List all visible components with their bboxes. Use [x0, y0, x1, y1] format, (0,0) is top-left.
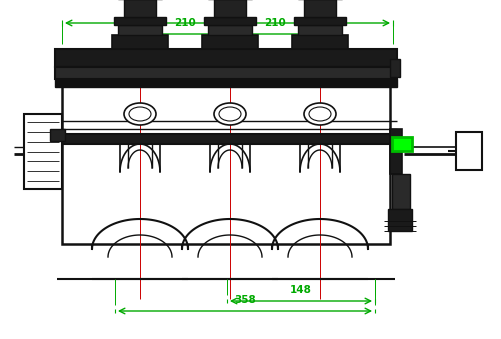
Bar: [298, 25, 342, 35]
Bar: [118, 25, 162, 35]
Bar: [204, 17, 256, 25]
Text: 731: 731: [216, 6, 239, 16]
Ellipse shape: [124, 103, 156, 125]
Text: 210: 210: [264, 18, 286, 28]
Bar: [55, 79, 397, 87]
Ellipse shape: [219, 107, 241, 121]
Bar: [208, 25, 252, 35]
Bar: [390, 59, 400, 77]
Text: 148: 148: [290, 285, 312, 295]
Bar: [55, 67, 397, 79]
Text: 210: 210: [174, 18, 196, 28]
Bar: [392, 174, 410, 209]
Bar: [388, 209, 412, 231]
Bar: [50, 129, 65, 141]
Text: 358: 358: [234, 295, 256, 305]
Bar: [124, 0, 156, 17]
Bar: [214, 0, 246, 17]
Bar: [390, 129, 402, 174]
Bar: [114, 17, 166, 25]
Bar: [55, 49, 397, 67]
Bar: [456, 132, 482, 170]
Bar: [202, 35, 258, 49]
Bar: [112, 35, 168, 49]
Ellipse shape: [309, 107, 331, 121]
Bar: [294, 17, 346, 25]
Bar: [62, 64, 390, 244]
Ellipse shape: [129, 107, 151, 121]
Ellipse shape: [214, 103, 246, 125]
Bar: [24, 114, 62, 189]
Bar: [55, 134, 397, 144]
Ellipse shape: [304, 103, 336, 125]
Bar: [392, 137, 412, 151]
Bar: [304, 0, 336, 17]
Bar: [292, 35, 348, 49]
